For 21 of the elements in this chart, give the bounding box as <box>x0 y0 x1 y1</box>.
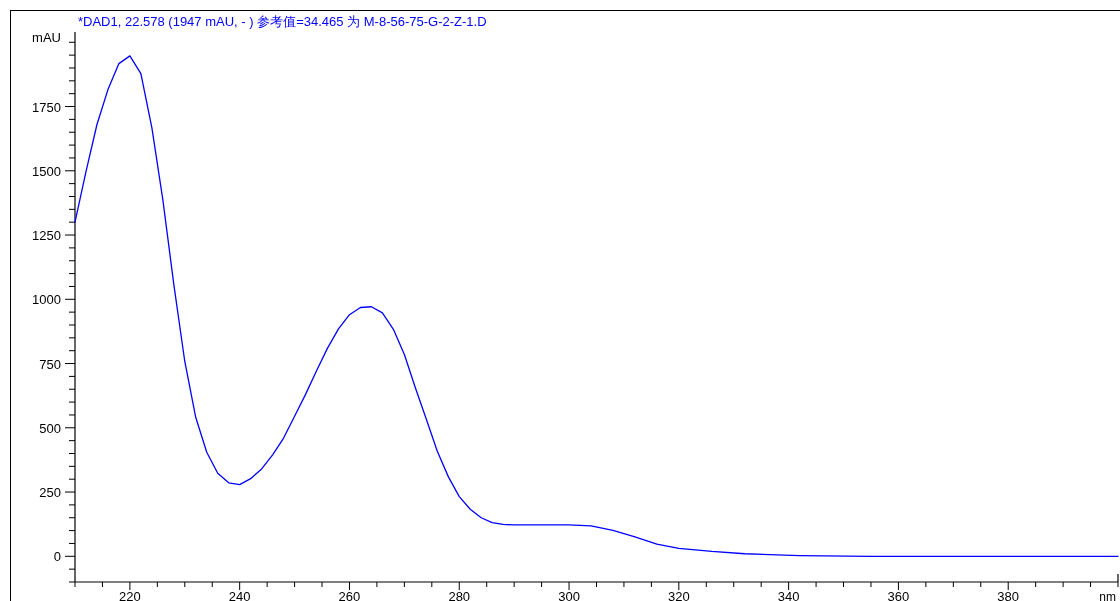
x-tick-label: 340 <box>777 589 800 601</box>
title: *DAD1, 22.578 (1947 mAU, - ) 参考值=34.465 为 M-8-56-75-G-2-Z-1.D <box>78 14 487 29</box>
x-tick-label: 220 <box>119 589 141 601</box>
x-tick-label: 380 <box>997 589 1020 601</box>
y-tick-label: 1250 <box>32 228 61 244</box>
x-tick-label: 320 <box>667 589 690 601</box>
y-tick-label: 1000 <box>32 292 61 308</box>
x-tick-label: 300 <box>558 589 580 601</box>
line-series <box>74 55 1119 557</box>
x-axis-title: nm <box>1099 590 1116 601</box>
y-axis-title: mAU <box>32 30 61 45</box>
y-tick-label: 1750 <box>32 99 61 115</box>
x-tick-label: 360 <box>887 589 910 601</box>
y-tick-label: 500 <box>39 420 61 436</box>
x-tick-label: 280 <box>448 589 471 601</box>
y-tick-label: 1500 <box>32 163 61 179</box>
y-tick-label: 0 <box>53 549 61 565</box>
y-tick-label: 750 <box>39 356 61 372</box>
x-tick-label: 260 <box>338 589 361 601</box>
y-tick-label: 250 <box>39 485 61 501</box>
x-tick-label: 240 <box>228 589 251 601</box>
